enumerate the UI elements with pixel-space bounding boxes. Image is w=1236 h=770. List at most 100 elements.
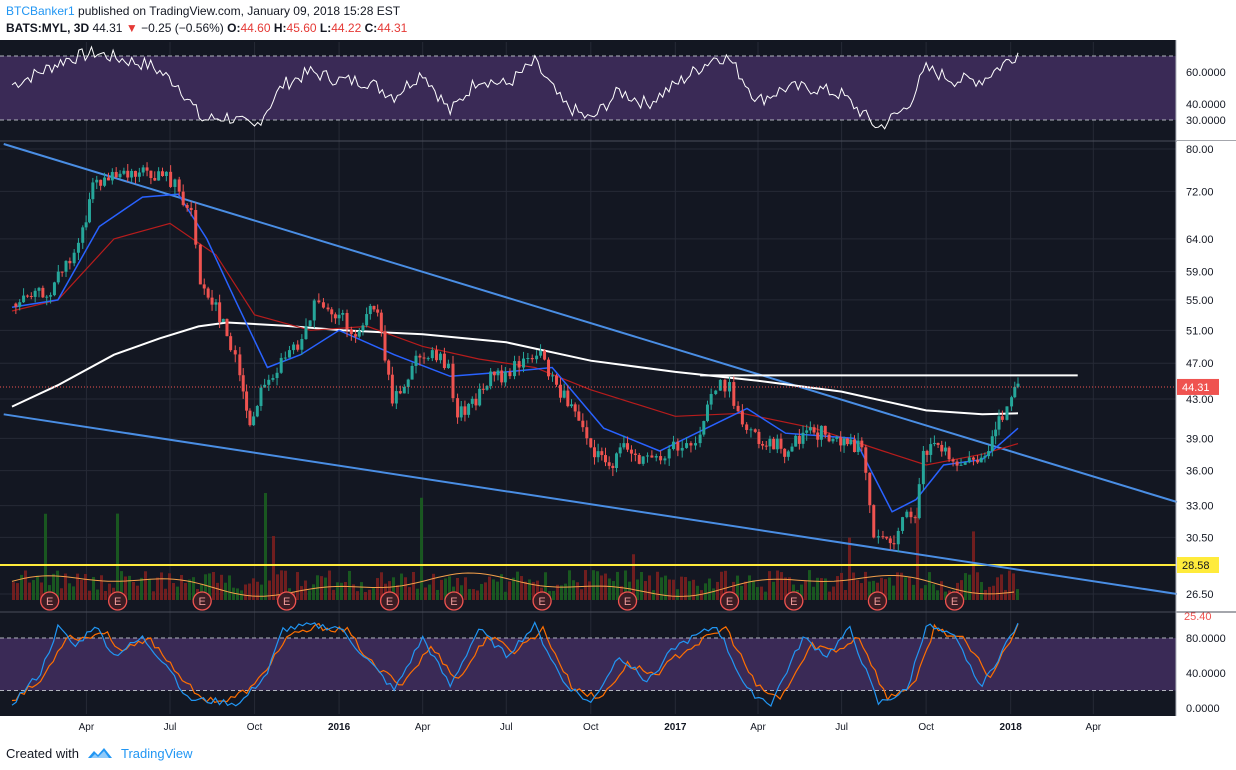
volume-bar [844, 589, 847, 600]
footer: Created with TradingView [6, 741, 406, 765]
candle-body [797, 435, 801, 444]
earnings-marker[interactable] [277, 591, 297, 611]
volume-bar [884, 579, 887, 600]
tradingview-chart[interactable]: E E E E E E E E E E E E 80.00 72.00 64.00 59.00 55.00 51… [0, 40, 1236, 738]
candle-body [84, 222, 88, 228]
volume-bar [648, 575, 651, 600]
volume-bar [420, 497, 423, 600]
volume-bar [144, 571, 147, 600]
earnings-marker[interactable] [379, 591, 400, 611]
candle-body [530, 357, 534, 360]
candle-body [539, 350, 543, 356]
candle-body [872, 505, 876, 538]
candle-body [354, 334, 358, 337]
earnings-marker[interactable] [40, 591, 60, 611]
candlesticks [14, 162, 1020, 553]
volume-bar [764, 591, 767, 600]
candle-body [68, 260, 72, 264]
tradingview-brand-link[interactable]: TradingView [120, 745, 193, 761]
candle-body [398, 391, 402, 394]
candle-body [76, 242, 80, 253]
candle-body [698, 434, 702, 444]
volume-bar [712, 588, 715, 600]
volume-bar [380, 572, 383, 600]
upper-trendline[interactable] [3, 143, 1178, 503]
earnings-marker[interactable] [784, 591, 804, 611]
earnings-marker[interactable] [617, 591, 638, 611]
volume-bar [400, 573, 403, 600]
volume-bar [744, 581, 747, 600]
candle-body [263, 384, 267, 388]
candle-body [1013, 386, 1017, 398]
volume-bar [748, 575, 751, 600]
volume-bar [584, 570, 587, 600]
candle-body [786, 451, 790, 457]
chart-background [0, 40, 1236, 738]
volume-bar [704, 583, 707, 600]
volume-bar [564, 583, 567, 600]
volume-bar [276, 574, 279, 600]
earnings-marker[interactable] [192, 591, 212, 611]
volume-bar [804, 580, 807, 600]
candle-body [333, 314, 337, 319]
volume-bar [620, 586, 623, 600]
time-tick-label: Jul [164, 722, 177, 733]
time-tick-label: Jul [835, 722, 848, 733]
earnings-marker[interactable] [944, 591, 965, 611]
volume-bar [388, 581, 391, 600]
candle-body [508, 371, 512, 377]
volume-bar [492, 579, 495, 600]
low-label: L: [319, 21, 332, 35]
candle-body [577, 411, 581, 421]
candle-body [551, 375, 555, 377]
earnings-marker[interactable] [108, 591, 128, 611]
candle-body [233, 350, 237, 355]
earnings-marker[interactable] [532, 591, 552, 611]
candle-body [22, 295, 26, 303]
earnings-marker[interactable] [444, 591, 464, 611]
volume-bar [740, 585, 743, 600]
author-link[interactable]: BTCBanker1 [6, 4, 75, 18]
volume-bar [476, 590, 479, 600]
candle-body [917, 484, 921, 519]
volume-bar [80, 579, 83, 600]
candle-body [761, 443, 765, 446]
volume-bar [180, 575, 183, 600]
candle-body [671, 441, 675, 450]
candle-body [202, 284, 206, 289]
volume-bar [552, 590, 555, 600]
candle-body [308, 320, 312, 327]
volume-bar [608, 578, 611, 600]
candle-body [901, 517, 905, 531]
price-tick-label: 30.50 [1186, 532, 1214, 544]
volume-bar [232, 587, 235, 600]
stochastic-tick-label: 0.0000 [1186, 703, 1220, 715]
candle-body [570, 404, 574, 407]
candle-body [478, 388, 482, 406]
candle-body [827, 434, 831, 442]
lower-trendline[interactable] [3, 413, 1178, 595]
candle-body [394, 391, 398, 404]
stochastic-pane[interactable] [0, 621, 1176, 707]
volume-bar [312, 584, 315, 600]
earnings-marker[interactable] [719, 591, 740, 611]
volume-bar [560, 585, 563, 600]
candle-body [312, 300, 316, 321]
candle-body [600, 451, 604, 456]
time-axis[interactable] [0, 716, 1236, 738]
candle-body [357, 330, 361, 337]
earnings-marker[interactable] [867, 591, 888, 611]
volume-bar [600, 575, 603, 600]
candle-body [259, 387, 263, 407]
candle-body [229, 336, 233, 351]
rsi-pane[interactable] [0, 45, 1176, 130]
candle-body [633, 453, 637, 455]
volume-bar [812, 586, 815, 600]
volume-bar [716, 581, 719, 600]
candle-body [181, 191, 185, 205]
candle-body [921, 450, 925, 485]
candle-body [790, 446, 794, 452]
rsi-tick-label: 40.0000 [1186, 99, 1226, 111]
